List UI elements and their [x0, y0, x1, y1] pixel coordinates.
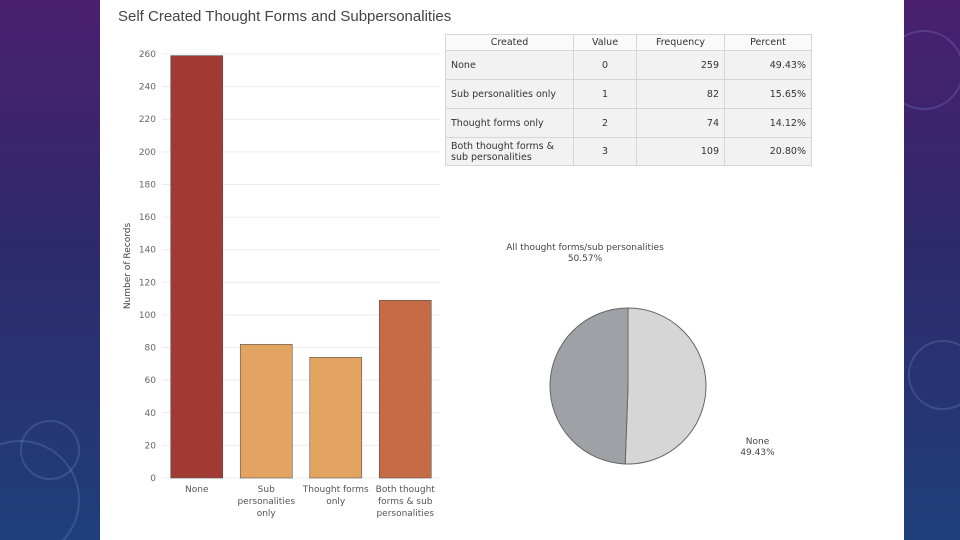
y-tick-label: 120	[139, 278, 156, 288]
pie-label-none: None 49.43%	[730, 437, 785, 459]
table-cell: 259	[636, 50, 725, 80]
y-tick-label: 240	[139, 83, 156, 93]
y-tick-label: 220	[139, 115, 156, 125]
column-header: Value	[573, 34, 637, 51]
table-cell: 1	[573, 79, 637, 109]
dashboard-title: Self Created Thought Forms and Subperson…	[118, 8, 452, 25]
table-cell: 15.65%	[724, 79, 812, 109]
x-tick-label: Both thought	[376, 485, 436, 495]
table-cell: 2	[573, 108, 637, 138]
decorative-ring	[908, 340, 960, 410]
x-tick-label: Thought forms	[302, 485, 369, 495]
pie-label-none-name: None	[745, 437, 770, 447]
bar-chart: 0 20 40 60 80 100 120 140 160 180 200 220 240 260 Numb…	[123, 50, 440, 519]
y-tick-label: 140	[139, 246, 156, 256]
table-row: Both thought forms & sub personalities 3 1…	[445, 137, 812, 166]
pie-label-all-forms-value: 50.57%	[567, 254, 603, 264]
x-tick-label: None	[185, 485, 209, 495]
table-header-row: Created Value Frequency Percent	[445, 34, 812, 51]
table-cell: None	[445, 50, 574, 80]
table-cell: 49.43%	[724, 50, 812, 80]
decorative-ring	[904, 30, 960, 110]
y-tick-label: 60	[145, 376, 157, 386]
table-row: None 0 259 49.43%	[445, 50, 812, 80]
table-cell: 20.80%	[724, 137, 812, 166]
background-right-decoration	[904, 0, 960, 540]
pie-label-all-forms: All thought forms/sub personalities 50.5…	[460, 243, 710, 265]
table-cell: Both thought forms & sub personalities	[445, 137, 574, 166]
x-tick-label: only	[326, 497, 346, 507]
decorative-ring	[20, 420, 80, 480]
background-left-decoration	[0, 0, 100, 540]
x-tick-label: only	[257, 509, 277, 519]
table-cell: 82	[636, 79, 725, 109]
column-header: Frequency	[636, 34, 725, 51]
table-cell: Thought forms only	[445, 108, 574, 138]
table-cell: 14.12%	[724, 108, 812, 138]
x-tick-label: personalities	[376, 509, 434, 519]
pie-label-none-value: 49.43%	[740, 448, 775, 458]
frequency-table: Created Value Frequency Percent None 0 259 49.…	[445, 34, 812, 166]
x-tick-label: Sub	[258, 485, 275, 495]
x-tick-label: forms & sub	[378, 497, 433, 507]
y-tick-label: 20	[145, 441, 157, 451]
table-cell: 3	[573, 137, 637, 166]
dashboard-panel: Self Created Thought Forms and Subperson…	[100, 0, 904, 540]
pie-slice	[549, 307, 629, 465]
table-cell: Sub personalities only	[445, 79, 574, 109]
bar	[309, 357, 363, 479]
y-tick-label: 160	[139, 213, 156, 223]
bar	[378, 299, 432, 479]
table-cell: 74	[636, 108, 725, 138]
pie-label-all-forms-name: All thought forms/sub personalities	[506, 243, 664, 253]
y-tick-label: 0	[150, 474, 156, 484]
y-tick-label: 80	[145, 344, 157, 354]
table-cell: 0	[573, 50, 637, 80]
bar	[170, 55, 224, 479]
x-tick-label: personalities	[237, 497, 295, 507]
y-tick-label: 180	[139, 180, 156, 190]
table-row: Thought forms only 2 74 14.12%	[445, 108, 812, 138]
y-axis-label: Number of Records	[123, 223, 133, 310]
pie-slice	[624, 307, 707, 465]
y-tick-label: 260	[139, 50, 156, 60]
y-tick-label: 40	[145, 409, 157, 419]
bar	[239, 343, 293, 479]
y-tick-label: 200	[139, 148, 156, 158]
column-header: Created	[445, 34, 574, 51]
y-tick-label: 100	[139, 311, 156, 321]
column-header: Percent	[724, 34, 812, 51]
table-cell: 109	[636, 137, 725, 166]
table-row: Sub personalities only 1 82 15.65%	[445, 79, 812, 109]
